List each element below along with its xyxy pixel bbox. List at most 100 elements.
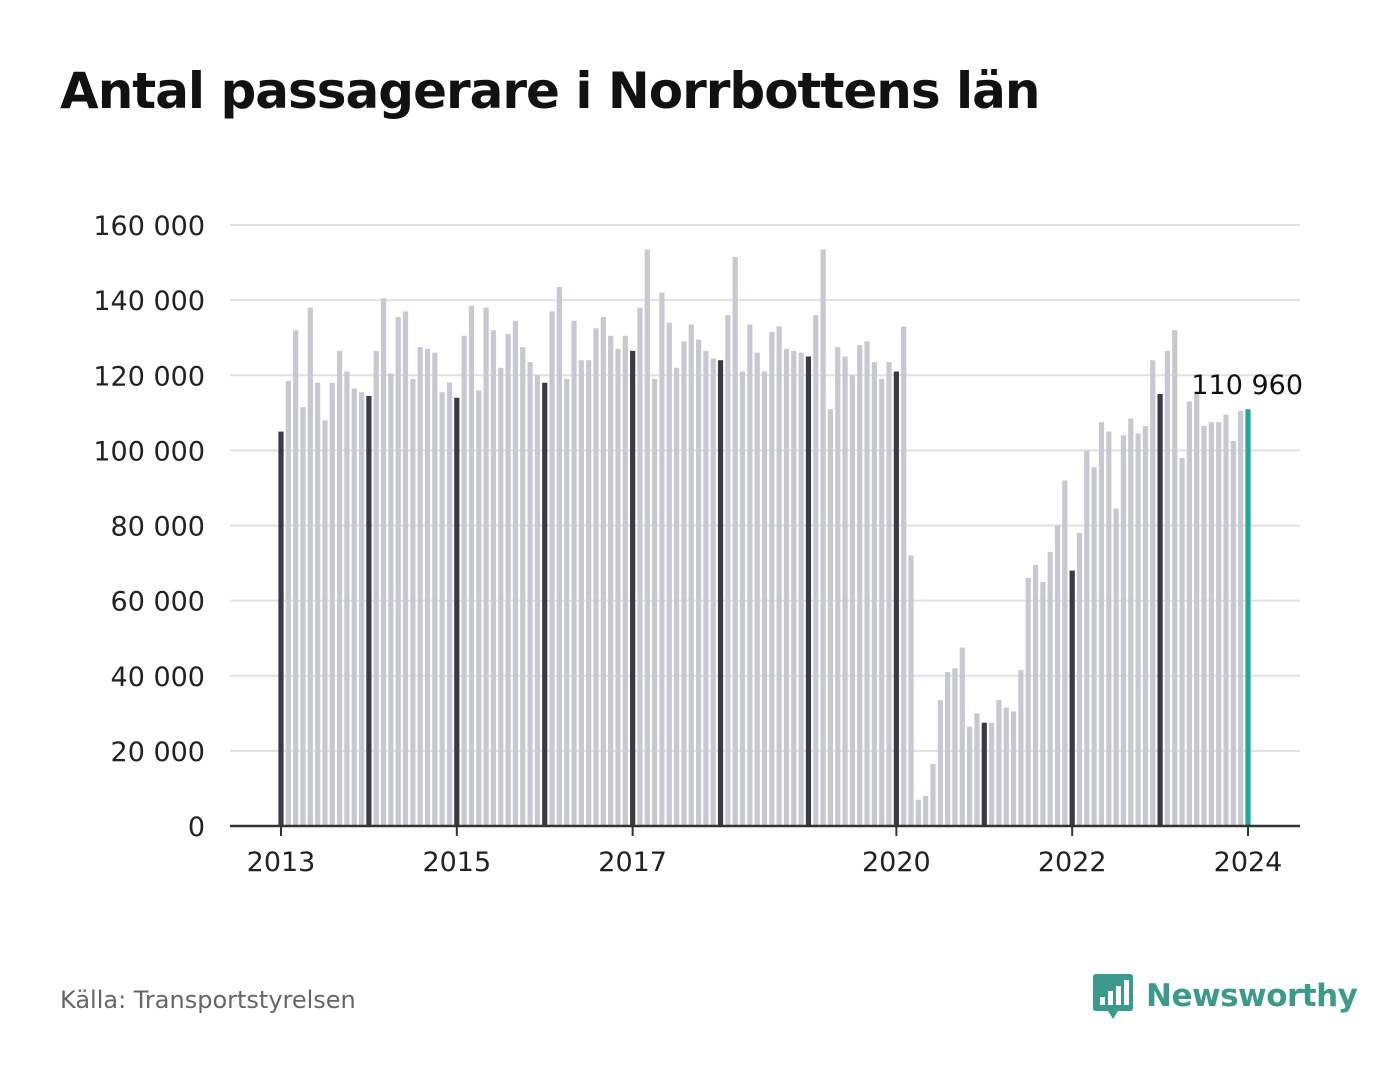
bar [1032,564,1039,826]
bar [1201,425,1207,826]
y-axis-ticks: 0 20 000 40 000 60 000 80 000 100 000 120 000 1… [93,211,205,843]
bar [578,360,584,826]
bar [417,347,423,826]
bar [380,298,387,826]
bar [564,379,570,826]
bar [1186,401,1192,826]
bar [586,360,592,826]
x-tick-label: 2013 [247,847,316,878]
bar [857,345,863,826]
bar [322,420,328,826]
bar [776,326,782,826]
bar [666,322,672,826]
bar [1216,422,1222,826]
bar [293,330,299,826]
bar [1091,467,1097,826]
bar [1172,330,1178,826]
bar [930,764,936,826]
bar [1135,433,1141,826]
bar [974,713,980,826]
bar [476,390,482,826]
bar [791,350,797,826]
bar [432,352,438,826]
bar [754,352,760,826]
bar [351,388,357,826]
bar [1098,422,1105,826]
bar [344,371,350,826]
bar [556,286,562,826]
bar [490,330,497,826]
bar [337,350,343,826]
bar [454,397,460,826]
bar [285,380,291,826]
bar [871,362,877,826]
bar [571,320,577,826]
brand-logo: Newsworthy [1092,972,1358,1020]
bar [681,341,687,826]
bar [879,379,885,826]
bar [1054,525,1061,826]
bar [615,348,621,826]
x-tick-label: 2015 [422,847,491,878]
brand-name: Newsworthy [1146,978,1358,1014]
y-tick-label: 80 000 [111,512,205,543]
bar [710,358,716,826]
bar [1076,533,1083,826]
bar [388,373,394,826]
x-axis-ticks: 2013 2015 2017 2020 2022 2024 [247,826,1283,878]
bar [703,350,709,826]
bar [659,292,665,826]
y-tick-label: 20 000 [111,737,205,768]
bar [1003,707,1009,826]
bar [886,362,892,826]
bar [937,700,943,826]
bar [1142,425,1149,826]
bar [1047,551,1053,826]
bar [1040,581,1046,826]
bar [593,328,599,826]
bar [1069,570,1075,826]
bar [761,371,768,826]
y-tick-label: 40 000 [111,662,205,693]
bars [278,249,1251,827]
bar [424,348,431,826]
bar [732,256,738,827]
bar [1238,410,1244,826]
bar [630,350,636,826]
bar [1208,422,1214,826]
bar [520,347,526,826]
bar [1245,409,1251,826]
bar [644,249,650,826]
bar [315,382,321,826]
bar [307,307,313,826]
bar [725,315,731,826]
bar [439,392,445,826]
y-tick-label: 100 000 [93,436,205,467]
bar [652,379,658,826]
bar [915,799,921,826]
x-tick-label: 2017 [598,847,667,878]
bar [842,356,848,826]
bar [952,668,958,826]
bar [512,320,519,826]
x-tick-label: 2024 [1214,847,1283,878]
bar [534,375,541,826]
bar [1018,670,1024,826]
bar [923,795,929,826]
bar [1150,360,1156,826]
bar [402,311,409,826]
bar [446,382,453,826]
bar [893,371,899,826]
bar [1179,457,1185,826]
bar [1230,440,1236,826]
y-tick-label: 0 [188,812,205,843]
bar [527,362,533,826]
y-tick-label: 160 000 [93,211,205,242]
bar [498,367,504,826]
bar [1194,392,1200,826]
bar [1062,480,1068,826]
bar [988,722,995,826]
bar [542,382,548,826]
bar [358,392,365,826]
bar [695,339,702,826]
